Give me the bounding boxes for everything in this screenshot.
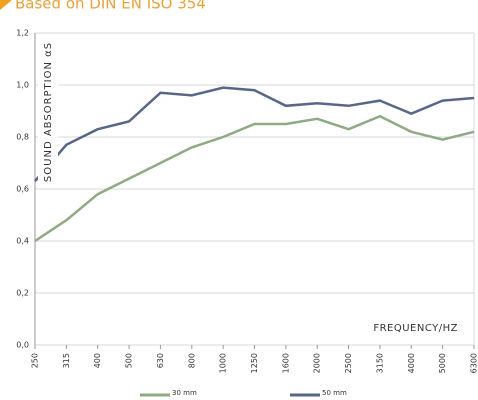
- data-line: [34, 86, 475, 183]
- y-label-bg: [38, 38, 58, 188]
- x-axis-label: FREQUENCY/HZ: [373, 323, 458, 334]
- data-line: [34, 114, 475, 243]
- legend-label: 50 mm: [322, 389, 347, 397]
- title-marker: [0, 0, 12, 10]
- x-tick-label: 800: [187, 353, 196, 368]
- x-tick-label: 315: [62, 353, 71, 368]
- y-tick-label: 0,6: [16, 185, 29, 194]
- y-tick-label: 1,0: [16, 81, 29, 90]
- y-tick-label: 0,0: [16, 341, 29, 350]
- x-tick-label: 630: [156, 353, 165, 368]
- x-tick-label: 1000: [219, 353, 228, 373]
- y-axis-label: SOUND ABSORPTION αS: [43, 42, 54, 182]
- x-tick-label: 5000: [438, 353, 447, 373]
- y-tick-label: 0,2: [16, 289, 29, 298]
- x-tick-label: 1600: [281, 353, 290, 373]
- y-tick-label: 0,4: [16, 237, 29, 246]
- x-tick-label: 400: [93, 353, 102, 368]
- x-tick-label: 6300: [470, 353, 478, 373]
- y-tick-label: 0,8: [16, 133, 29, 142]
- x-tick-label: 1250: [250, 353, 259, 373]
- y-tick-label: 1,2: [16, 29, 29, 38]
- x-tick-label: 3150: [375, 353, 384, 373]
- x-tick-label: 250: [31, 353, 40, 368]
- chart-title: Based on DIN EN ISO 354: [15, 0, 206, 13]
- legend-label: 30 mm: [172, 389, 197, 397]
- x-tick-label: 500: [125, 353, 134, 368]
- x-tick-label: 2500: [344, 353, 353, 373]
- x-tick-label: 4000: [407, 353, 416, 373]
- x-tick-label: 2000: [313, 353, 322, 373]
